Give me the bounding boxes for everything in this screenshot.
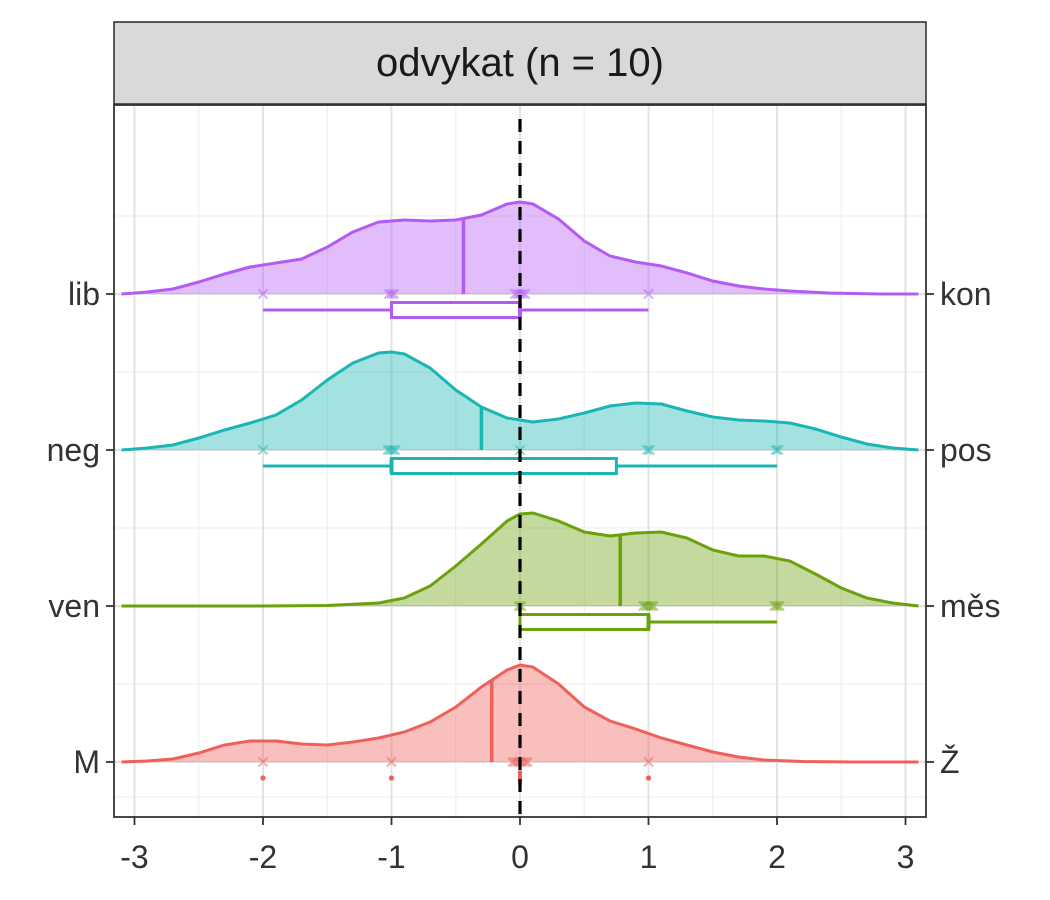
density-line xyxy=(121,350,919,452)
right-category-label: kon xyxy=(940,276,992,312)
data-point-marker xyxy=(257,444,269,456)
right-category-label: pos xyxy=(940,432,992,468)
data-point-marker xyxy=(522,756,533,768)
density-line xyxy=(121,663,919,764)
right-category-label: měs xyxy=(940,588,1000,624)
left-category-label: M xyxy=(73,744,100,780)
x-tick-label: 1 xyxy=(640,839,658,875)
x-tick-label: 0 xyxy=(511,839,529,875)
data-point-marker xyxy=(648,600,659,612)
density-area xyxy=(121,352,919,450)
data-point-marker xyxy=(771,600,783,612)
data-point-marker xyxy=(519,288,531,300)
data-point-marker xyxy=(643,288,654,300)
x-tick-label: 3 xyxy=(897,839,915,875)
data-point-marker xyxy=(390,444,401,456)
x-tick-label: -2 xyxy=(249,839,277,875)
facet-title: odvykat (n = 10) xyxy=(376,41,664,85)
facet-strip-background xyxy=(113,21,927,105)
data-point-marker xyxy=(774,600,785,612)
density-line xyxy=(121,200,919,296)
x-tick-label: -3 xyxy=(120,839,148,875)
x-tick-label: 2 xyxy=(768,839,786,875)
data-point-marker xyxy=(643,756,654,768)
left-category-label: lib xyxy=(68,276,100,312)
ridge-group-2 xyxy=(121,350,919,475)
data-point-marker xyxy=(519,756,531,768)
data-point-marker xyxy=(773,444,784,456)
data-point-marker xyxy=(388,288,400,300)
data-point-marker xyxy=(257,756,269,768)
right-category-label: Ž xyxy=(940,744,960,780)
density-line xyxy=(121,511,919,608)
box-outlier-point xyxy=(645,775,652,781)
data-point-marker xyxy=(644,444,655,456)
density-area xyxy=(121,202,919,294)
data-point-marker xyxy=(642,444,653,456)
data-point-marker xyxy=(386,288,397,300)
box-body xyxy=(390,457,618,475)
facet-strip: odvykat (n = 10) xyxy=(113,21,927,105)
box-outlier-point xyxy=(260,775,266,781)
ridge-group-3 xyxy=(121,200,919,319)
box-outlier-point xyxy=(388,775,395,781)
box-body xyxy=(518,613,650,631)
data-point-marker xyxy=(257,288,269,300)
data-point-marker xyxy=(770,444,781,456)
data-point-marker xyxy=(645,600,657,612)
data-point-marker xyxy=(386,756,397,768)
x-tick-label: -1 xyxy=(377,839,405,875)
left-category-label: ven xyxy=(48,588,100,624)
left-category-label: neg xyxy=(47,432,100,468)
box-body xyxy=(390,301,522,319)
data-point-marker xyxy=(387,444,398,456)
